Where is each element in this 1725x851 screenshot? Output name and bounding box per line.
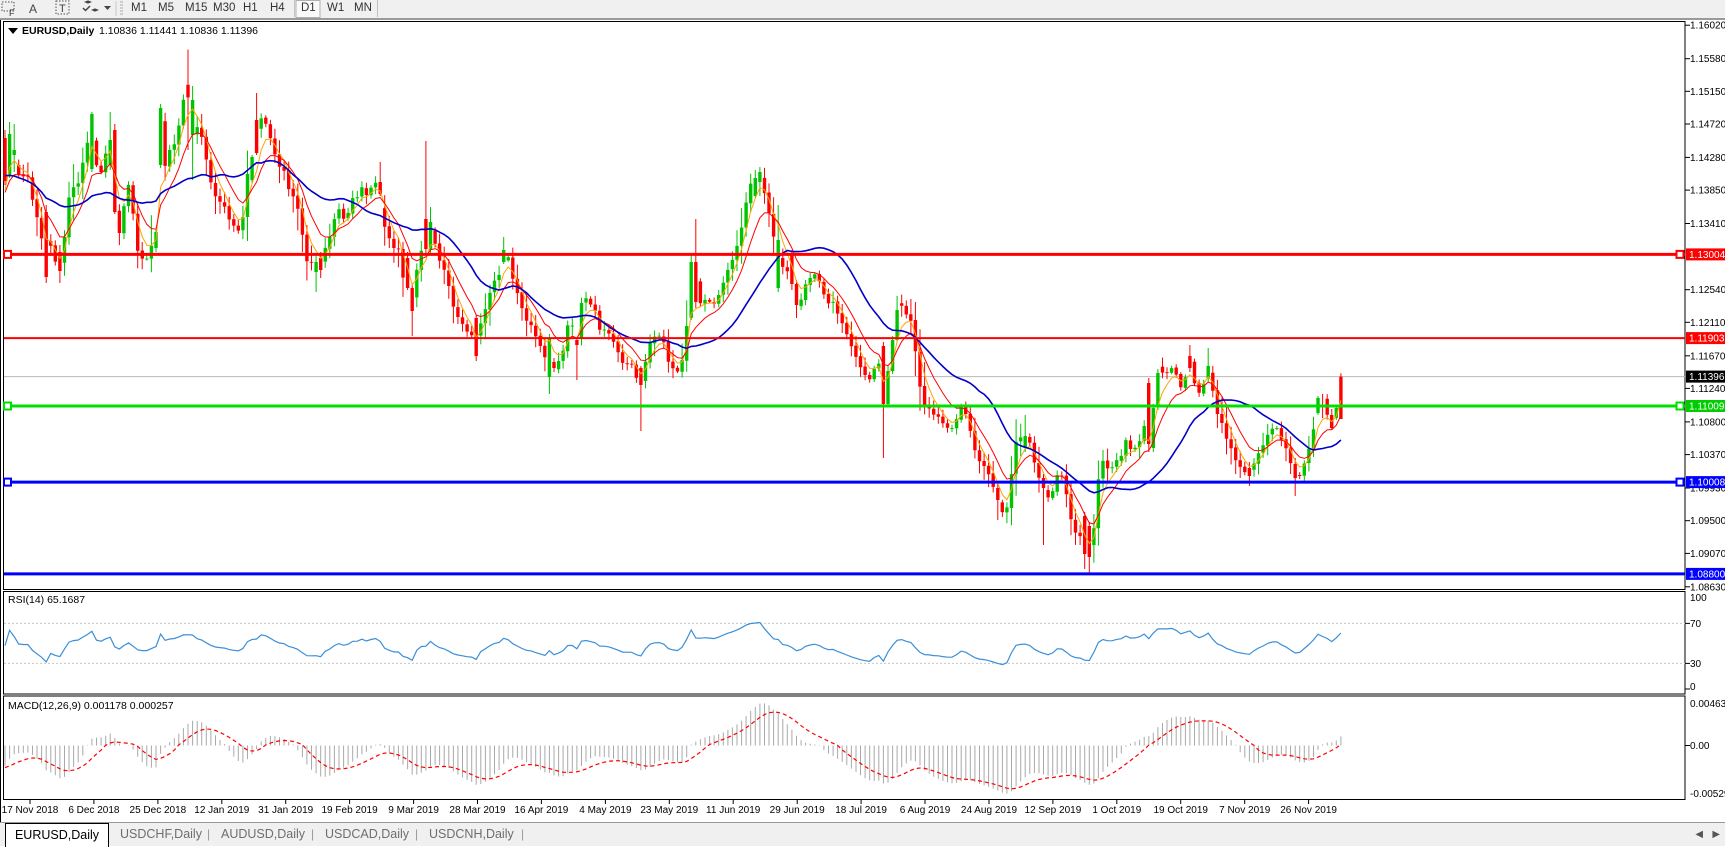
svg-text:9 Mar 2019: 9 Mar 2019 [388, 805, 439, 816]
svg-text:19 Feb 2019: 19 Feb 2019 [322, 805, 379, 816]
svg-text:24 Aug 2019: 24 Aug 2019 [961, 805, 1018, 816]
svg-text:1.11240: 1.11240 [1690, 384, 1725, 395]
svg-text:0.00463: 0.00463 [1690, 699, 1725, 710]
svg-text:11 Jun 2019: 11 Jun 2019 [706, 805, 761, 816]
svg-text:6 Dec 2018: 6 Dec 2018 [68, 805, 120, 816]
svg-text:-0.00529: -0.00529 [1690, 789, 1725, 800]
svg-text:EURUSD,Daily: EURUSD,Daily [22, 25, 95, 37]
svg-text:1.11903: 1.11903 [1689, 334, 1725, 345]
svg-text:4 May 2019: 4 May 2019 [579, 805, 632, 816]
svg-text:1.13410: 1.13410 [1690, 219, 1725, 230]
svg-text:RSI(14) 65.1687: RSI(14) 65.1687 [8, 594, 85, 606]
svg-text:23 May 2019: 23 May 2019 [640, 805, 698, 816]
svg-text:1.15150: 1.15150 [1690, 87, 1725, 98]
svg-text:30: 30 [1690, 659, 1702, 670]
svg-text:1.11396: 1.11396 [1689, 372, 1725, 383]
svg-text:29 Jun 2019: 29 Jun 2019 [770, 805, 825, 816]
svg-text:1.12540: 1.12540 [1690, 285, 1725, 296]
svg-text:1.15580: 1.15580 [1690, 54, 1725, 65]
svg-text:1 Oct 2019: 1 Oct 2019 [1092, 805, 1141, 816]
svg-text:1.09500: 1.09500 [1690, 516, 1725, 527]
svg-text:1.11670: 1.11670 [1690, 351, 1725, 362]
svg-text:1.09930: 1.09930 [1690, 484, 1725, 495]
svg-text:26 Nov 2019: 26 Nov 2019 [1280, 805, 1337, 816]
svg-text:1.13850: 1.13850 [1690, 186, 1725, 197]
svg-text:12 Jan 2019: 12 Jan 2019 [194, 805, 249, 816]
svg-text:0: 0 [1690, 682, 1696, 693]
svg-text:F: F [9, 8, 15, 18]
svg-text:28 Mar 2019: 28 Mar 2019 [449, 805, 506, 816]
svg-text:A: A [29, 2, 37, 16]
svg-text:1.08800: 1.08800 [1689, 569, 1725, 580]
svg-text:1.10008: 1.10008 [1689, 478, 1725, 489]
svg-text:25 Dec 2018: 25 Dec 2018 [130, 805, 187, 816]
svg-text:31 Jan 2019: 31 Jan 2019 [258, 805, 313, 816]
svg-text:1.11009: 1.11009 [1689, 402, 1725, 413]
svg-text:100: 100 [1690, 593, 1707, 604]
svg-text:MACD(12,26,9) 0.001178 0.00025: MACD(12,26,9) 0.001178 0.000257 [8, 700, 174, 712]
svg-text:1.14720: 1.14720 [1690, 120, 1725, 131]
svg-text:1.10836 1.11441 1.10836 1.1139: 1.10836 1.11441 1.10836 1.11396 [99, 25, 258, 37]
svg-text:1.08630: 1.08630 [1690, 582, 1725, 593]
svg-text:1.10370: 1.10370 [1690, 450, 1725, 461]
svg-text:1.13004: 1.13004 [1689, 250, 1725, 261]
svg-text:18 Jul 2019: 18 Jul 2019 [835, 805, 887, 816]
svg-text:17 Nov 2018: 17 Nov 2018 [2, 805, 59, 816]
svg-text:6 Aug 2019: 6 Aug 2019 [900, 805, 951, 816]
svg-text:1.12110: 1.12110 [1690, 318, 1725, 329]
svg-text:19 Oct 2019: 19 Oct 2019 [1153, 805, 1208, 816]
svg-text:1.10800: 1.10800 [1690, 417, 1725, 428]
svg-text:1.09070: 1.09070 [1690, 549, 1725, 560]
svg-text:T: T [59, 3, 66, 15]
svg-text:0.00: 0.00 [1690, 741, 1710, 752]
svg-text:1.14280: 1.14280 [1690, 153, 1725, 164]
svg-text:12 Sep 2019: 12 Sep 2019 [1025, 805, 1082, 816]
svg-text:70: 70 [1690, 619, 1702, 630]
svg-text:16 Apr 2019: 16 Apr 2019 [514, 805, 568, 816]
svg-text:1.16020: 1.16020 [1690, 21, 1725, 32]
svg-text:7 Nov 2019: 7 Nov 2019 [1219, 805, 1271, 816]
